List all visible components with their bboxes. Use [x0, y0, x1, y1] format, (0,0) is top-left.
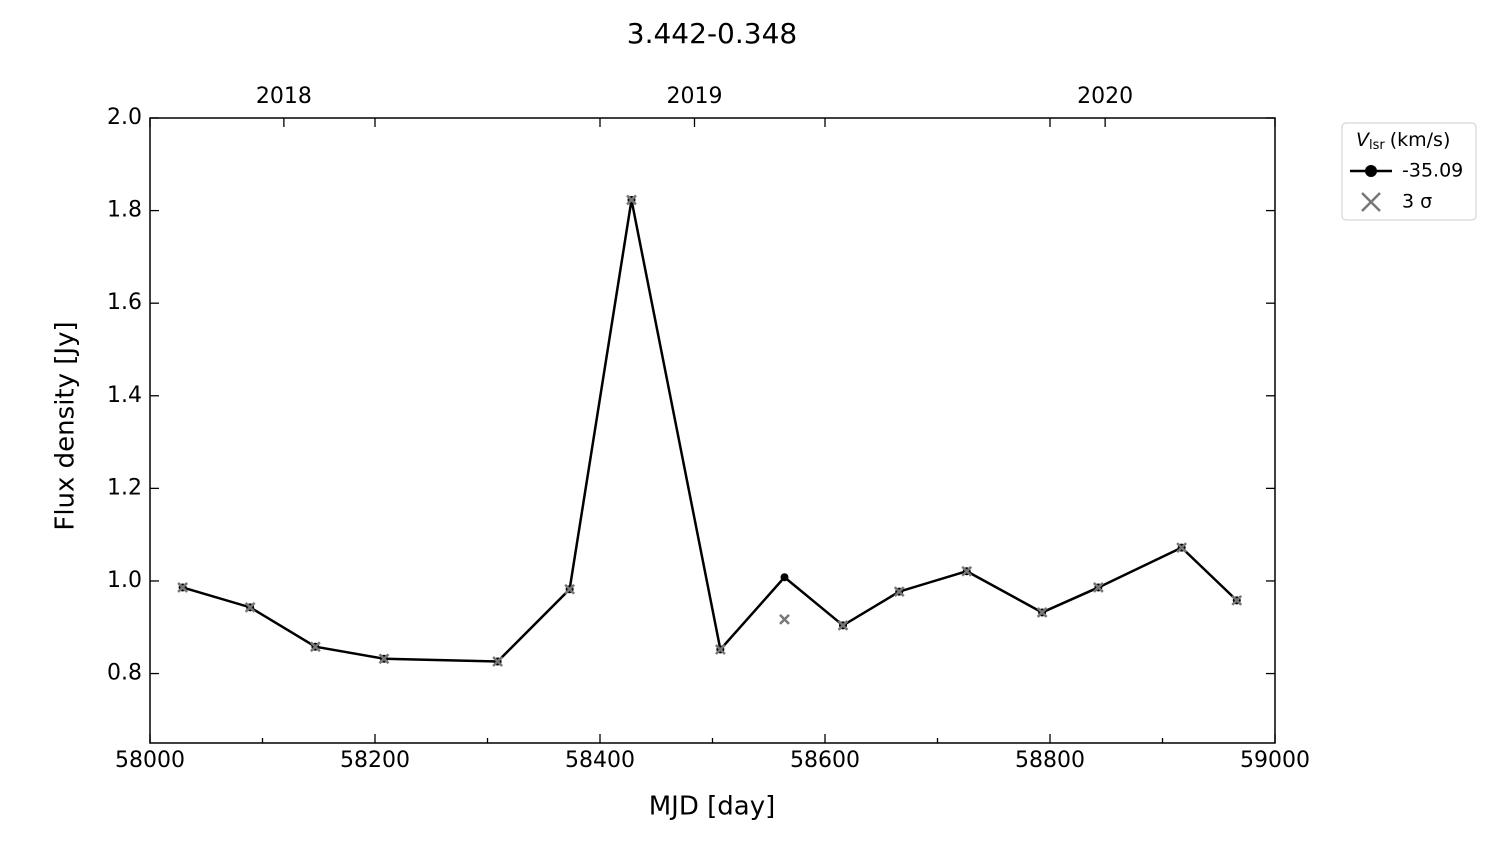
cross-marker — [1361, 192, 1381, 212]
legend-title-subscript: lsr — [1369, 138, 1385, 153]
cross-marker — [893, 586, 905, 597]
cross-marker — [714, 644, 726, 655]
cross-marker — [177, 582, 189, 593]
legend-marker — [1365, 165, 1377, 177]
y-tick-label: 0.8 — [107, 661, 142, 686]
cross-marker — [837, 620, 849, 631]
cross-marker — [309, 641, 321, 653]
y-tick-label: 1.0 — [107, 568, 142, 593]
x-tick-label: 58000 — [115, 748, 185, 773]
legend-title-unit: (km/s) — [1390, 129, 1451, 151]
chart-title: 3.442-0.348 — [627, 17, 797, 50]
legend-label: 3 σ — [1402, 191, 1432, 213]
legend-title: Vlsr (km/s) — [1356, 129, 1450, 153]
legend-title-symbol: V — [1356, 129, 1371, 151]
cross-marker — [1092, 582, 1104, 593]
y-tick-label: 1.4 — [107, 383, 142, 408]
x2-tick-label: 2020 — [1077, 84, 1133, 109]
line — [182, 199, 1238, 663]
x-tick-label: 58800 — [1015, 748, 1085, 773]
cross-marker — [626, 194, 637, 206]
x2-tick-label: 2018 — [256, 84, 312, 109]
cross-marker — [779, 614, 790, 625]
x-tick-label: 59000 — [1240, 748, 1310, 773]
x-tick-label: 58400 — [565, 748, 635, 773]
y-axis-label: Flux density [Jy] — [51, 321, 81, 530]
x2-tick-label: 2019 — [667, 84, 723, 109]
point — [780, 573, 789, 582]
cross-marker — [378, 653, 390, 665]
x-tick-label: 58200 — [340, 748, 410, 773]
x-axis-label: MJD [day] — [649, 792, 776, 822]
cross-marker — [492, 656, 504, 667]
legend: Vlsr (km/s) -35.09 3 σ — [1341, 122, 1477, 221]
y-tick-label: 1.8 — [107, 198, 142, 223]
y-tick-label: 2.0 — [107, 105, 142, 130]
y-tick-label: 1.2 — [107, 475, 142, 500]
cross-marker — [1176, 542, 1188, 554]
legend-label: -35.09 — [1402, 160, 1463, 182]
cross-marker — [244, 601, 256, 613]
cross-marker — [564, 583, 576, 595]
x-tick-label: 58600 — [790, 748, 860, 773]
cross-marker — [1036, 607, 1048, 618]
cross-marker — [961, 565, 973, 577]
cross-marker — [1231, 595, 1243, 606]
y-tick-label: 1.6 — [107, 290, 142, 315]
